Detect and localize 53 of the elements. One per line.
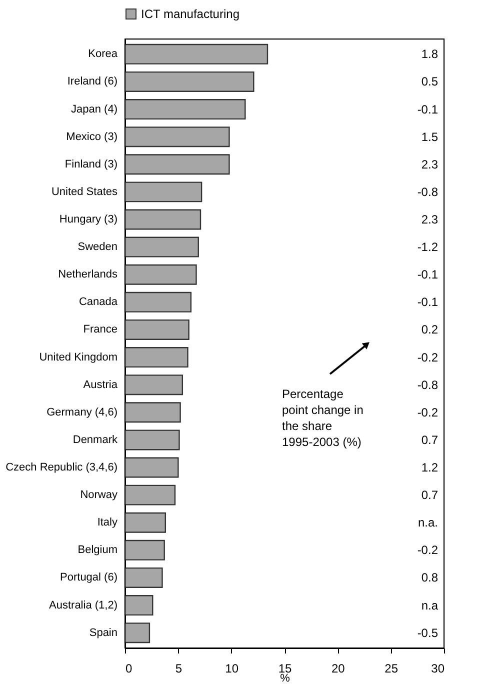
y-tick-label: Finland (3) <box>64 158 118 170</box>
annotation: 1.5 <box>421 130 438 144</box>
annotation: -0.8 <box>417 184 438 199</box>
annotation: -0.2 <box>417 543 438 558</box>
y-tick-label: Portugal (6) <box>60 572 118 584</box>
y-tick-label: Denmark <box>72 434 118 446</box>
y-tick-label: United Kingdom <box>39 351 118 364</box>
x-tick-label: 30 <box>431 662 445 676</box>
annotation: 0.7 <box>421 432 438 447</box>
y-tick-label: Ireland (6) <box>67 76 118 88</box>
annotation: -0.8 <box>417 378 438 392</box>
annotation: 0.5 <box>421 74 438 89</box>
y-tick-label: Hungary (3) <box>59 213 118 226</box>
y-tick-label: Netherlands <box>58 268 118 281</box>
x-tick-label: 5 <box>175 662 182 676</box>
legend-label: ICT manufacturing <box>141 7 240 21</box>
annotation: n.a. <box>418 516 438 530</box>
y-tick-label: Spain <box>89 626 118 639</box>
annotation: 0.7 <box>421 488 438 502</box>
annotation: -0.1 <box>417 102 438 116</box>
y-tick-label: Japan (4) <box>71 103 118 116</box>
annotation: -0.1 <box>417 268 438 282</box>
y-tick-label: Czech Republic (3,4,6) <box>6 462 118 474</box>
y-tick-label: United States <box>51 186 118 198</box>
annotation: -0.2 <box>417 350 438 364</box>
y-tick-label: Germany (4,6) <box>46 406 118 418</box>
y-tick-label: Austria <box>83 378 118 391</box>
y-tick-label: Sweden <box>78 241 118 254</box>
y-tick-label: Australia (1,2) <box>49 599 118 612</box>
annotation: 0.8 <box>421 570 438 585</box>
y-tick-label: Norway <box>80 489 118 502</box>
annotation: n.a <box>421 598 438 612</box>
annotation: Percentage point change in the share 1995-2003 (%) <box>282 387 364 449</box>
annotation: 2.3 <box>421 212 438 226</box>
annotation: -1.2 <box>417 240 438 254</box>
y-tick-label: Korea <box>88 48 118 60</box>
y-tick-label: France <box>83 324 118 336</box>
y-tick-label: Italy <box>97 516 118 529</box>
annotation: -0.5 <box>417 626 438 640</box>
annotation: 1.8 <box>421 47 438 62</box>
y-tick-label: Mexico (3) <box>66 130 118 143</box>
x-tick-label: 0 <box>126 662 132 676</box>
annotation: 2.3 <box>421 157 438 172</box>
annotation: 0.2 <box>421 322 438 337</box>
annotation: -0.1 <box>417 295 438 310</box>
y-tick-label: Belgium <box>78 544 118 556</box>
annotation: 1.2 <box>421 460 438 475</box>
annotation: -0.2 <box>417 405 438 420</box>
x-axis-title: % <box>280 672 290 684</box>
x-tick-label: 10 <box>225 662 239 676</box>
y-tick-label: Canada <box>78 296 118 308</box>
x-tick-label: 25 <box>384 662 398 676</box>
x-tick-label: 20 <box>331 662 346 676</box>
